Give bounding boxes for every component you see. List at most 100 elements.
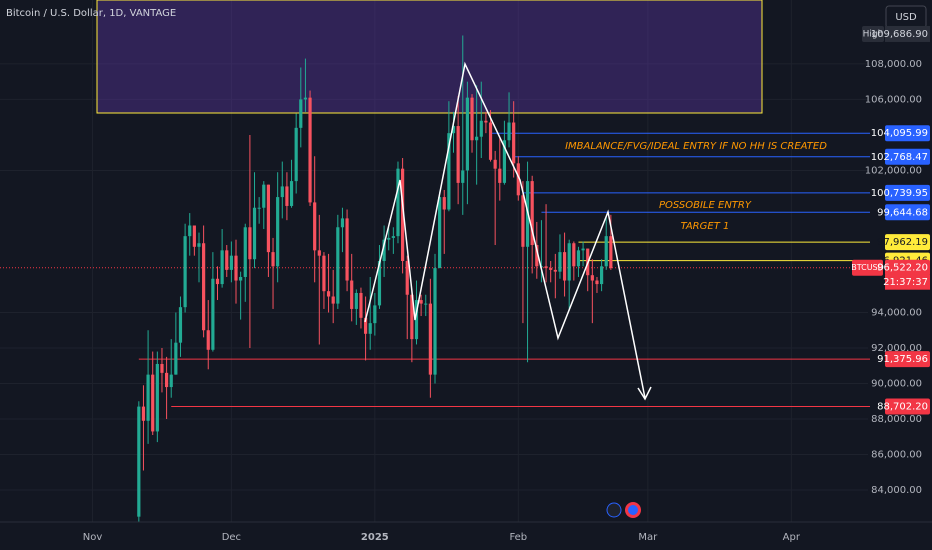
candle-body — [428, 303, 432, 375]
zigzag-path — [364, 61, 646, 399]
y-tick-label: 94,000.00 — [871, 307, 922, 318]
arrow-head — [637, 386, 652, 401]
candle-body — [391, 236, 395, 238]
candles — [137, 35, 613, 522]
candle-body — [535, 245, 539, 267]
candle-body — [294, 127, 298, 182]
candle-body — [475, 136, 479, 141]
candle-body — [174, 342, 178, 375]
level-box — [885, 351, 930, 368]
candle-body — [442, 197, 446, 210]
icon[interactable] — [606, 502, 622, 518]
candle-body — [169, 374, 173, 388]
level-label: 88,702.20 — [877, 402, 928, 413]
candle-body — [322, 255, 326, 292]
x-tick-label: 2025 — [361, 532, 389, 543]
y-tick-label: 84,000.00 — [871, 485, 922, 496]
candle-body — [243, 227, 247, 277]
icon[interactable] — [628, 505, 638, 515]
candle-body — [461, 170, 465, 183]
countdown-box — [885, 274, 930, 290]
x-tick-label: Apr — [783, 532, 801, 543]
candle-body — [239, 276, 243, 281]
x-tick-label: Dec — [222, 532, 241, 543]
candle-body — [188, 225, 192, 237]
candle-body — [599, 266, 604, 285]
candle-body — [377, 261, 382, 306]
candle-body — [465, 97, 469, 171]
candle-body — [401, 168, 405, 261]
candle-body — [252, 207, 257, 260]
candle-body — [229, 255, 233, 270]
candle-body — [387, 237, 391, 240]
candle-body — [197, 243, 201, 247]
candle-body — [308, 97, 312, 203]
currency[interactable]: USD — [895, 12, 917, 23]
candle-body — [262, 184, 266, 208]
candle-body — [438, 197, 442, 269]
x-tick-label: Nov — [83, 532, 103, 543]
candle-body — [303, 97, 308, 100]
candle-body — [206, 330, 210, 350]
y-tick-label: 102,000.00 — [865, 165, 922, 176]
y-tick-label: 92,000.00 — [871, 343, 922, 354]
candle-body — [507, 122, 511, 141]
annotation: POSSOBILE ENTRY — [659, 200, 752, 211]
chart-title: Bitcoin / U.S. Dollar, 1D, VANTAGE — [6, 8, 176, 19]
candle-body — [567, 243, 571, 281]
candle-body — [558, 252, 562, 272]
y-tick-label: 86,000.00 — [871, 450, 922, 461]
candle-body — [576, 250, 581, 267]
candle-body — [317, 250, 321, 256]
candle-body — [248, 227, 252, 260]
candle-body — [382, 239, 386, 261]
level-box — [885, 204, 930, 221]
high-label: 109,686.90 — [871, 29, 928, 40]
candle-body — [493, 159, 497, 169]
level-box — [885, 125, 930, 142]
candle-body — [502, 140, 507, 183]
candle-body — [345, 218, 349, 281]
candle-body — [479, 120, 483, 137]
candle-body — [530, 181, 534, 246]
level-label: 91,375.96 — [877, 354, 928, 365]
candle-body — [160, 363, 164, 373]
candle-body — [266, 184, 271, 253]
candle-body — [164, 372, 169, 388]
candle-body — [151, 374, 155, 432]
candle-body — [354, 292, 358, 309]
candle-body — [141, 406, 146, 421]
candle-body — [285, 186, 289, 206]
annotation: IMBALANCE/FVG/IDEAL ENTRY IF NO HH IS CR… — [565, 141, 827, 152]
annotation: TARGET 1 — [681, 221, 730, 232]
candle-body — [137, 406, 141, 517]
candle-body — [595, 280, 599, 285]
y-tick-label: 88,000.00 — [871, 414, 922, 425]
candle-body — [581, 248, 585, 251]
candle-body — [512, 122, 516, 164]
candle-body — [220, 250, 224, 285]
level-box — [885, 398, 930, 415]
candle-body — [368, 323, 372, 334]
x-tick-label: Feb — [509, 532, 527, 543]
high-tag: High — [863, 29, 884, 39]
candle-body — [313, 202, 317, 251]
candle-body — [609, 236, 613, 269]
axes: 84,000.00 86,000.00 88,000.00 90,000.00 92,0… — [83, 25, 930, 543]
candle-body — [257, 207, 261, 209]
candle-body — [498, 168, 502, 183]
candle-body — [280, 186, 284, 198]
candle-body — [516, 163, 520, 196]
candle-body — [359, 292, 363, 318]
candle-body — [146, 374, 150, 421]
countdown: 21:37:37 — [883, 277, 928, 288]
candle-body — [350, 280, 354, 309]
candle-body — [488, 122, 493, 160]
candle-body — [470, 97, 474, 141]
candle-body — [340, 218, 345, 228]
level-box — [885, 234, 930, 251]
y-tick-label: 90,000.00 — [871, 379, 922, 390]
candle-body — [234, 255, 238, 281]
candle-body — [299, 99, 303, 128]
